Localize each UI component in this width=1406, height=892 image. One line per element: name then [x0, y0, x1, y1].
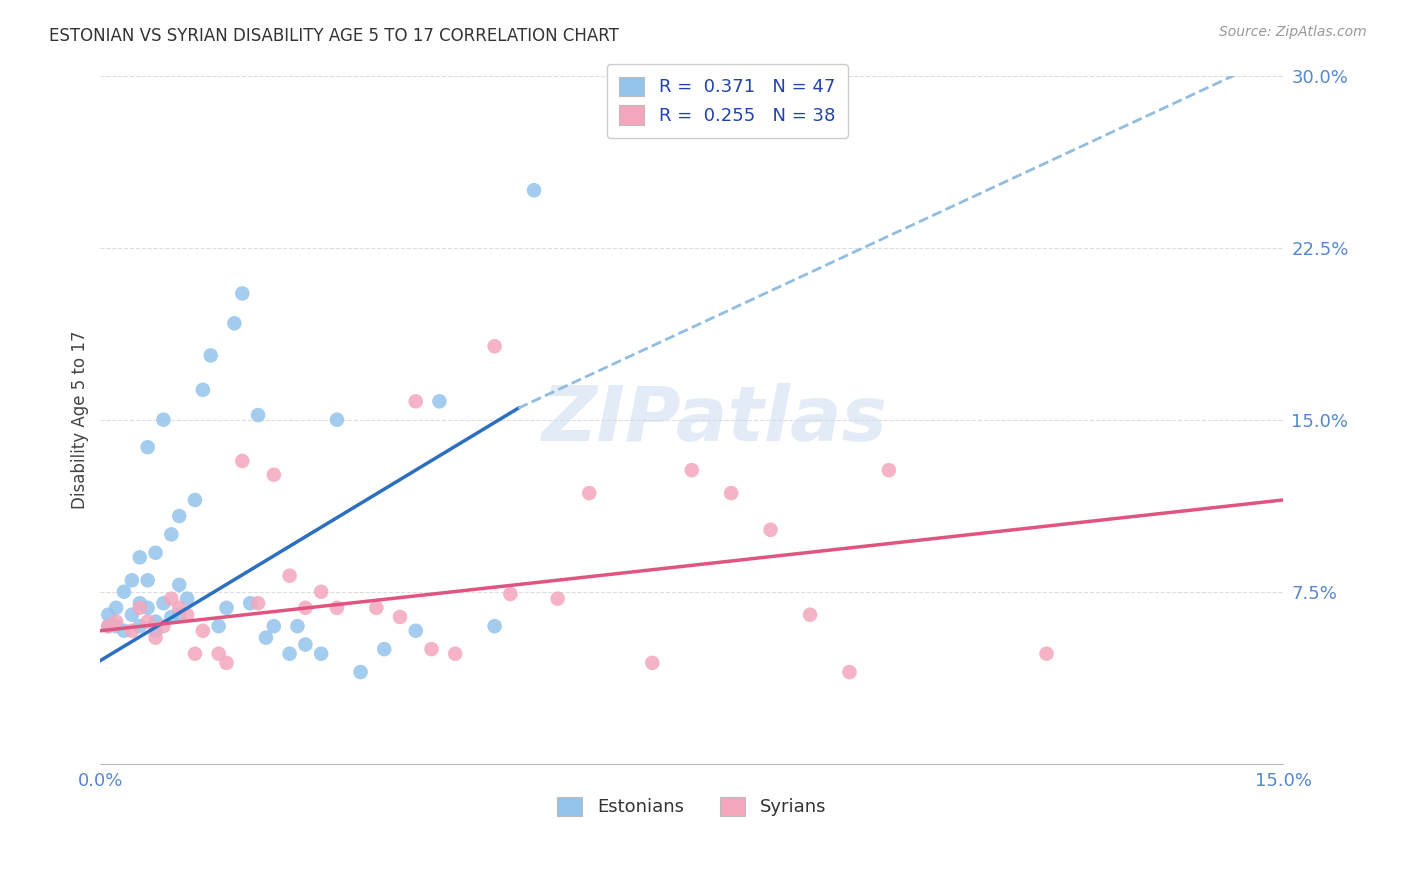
Point	[444, 647, 467, 661]
Point	[136, 600, 159, 615]
Point	[97, 607, 120, 622]
Point	[484, 619, 506, 633]
Point	[799, 607, 821, 622]
Point	[523, 183, 546, 197]
Point	[263, 619, 285, 633]
Point	[309, 584, 332, 599]
Point	[184, 493, 207, 508]
Point	[176, 591, 198, 606]
Point	[294, 600, 316, 615]
Point	[167, 607, 190, 622]
Point	[759, 523, 782, 537]
Point	[160, 610, 183, 624]
Text: Source: ZipAtlas.com: Source: ZipAtlas.com	[1219, 25, 1367, 39]
Point	[215, 656, 238, 670]
Point	[152, 412, 174, 426]
Point	[484, 339, 506, 353]
Point	[136, 440, 159, 454]
Point	[215, 600, 238, 615]
Point	[176, 607, 198, 622]
Y-axis label: Disability Age 5 to 17: Disability Age 5 to 17	[72, 330, 89, 509]
Point	[128, 596, 150, 610]
Point	[145, 546, 167, 560]
Point	[145, 624, 167, 638]
Point	[152, 619, 174, 633]
Point	[263, 467, 285, 482]
Point	[128, 550, 150, 565]
Point	[121, 574, 143, 588]
Point	[231, 286, 253, 301]
Point	[578, 486, 600, 500]
Text: ZIPatlas: ZIPatlas	[543, 383, 889, 457]
Point	[239, 596, 262, 610]
Point	[309, 647, 332, 661]
Point	[287, 619, 309, 633]
Point	[191, 624, 214, 638]
Point	[160, 591, 183, 606]
Point	[207, 619, 229, 633]
Point	[97, 619, 120, 633]
Point	[429, 394, 451, 409]
Point	[278, 568, 301, 582]
Point	[167, 600, 190, 615]
Point	[499, 587, 522, 601]
Point	[184, 647, 207, 661]
Point	[160, 527, 183, 541]
Point	[254, 631, 277, 645]
Point	[641, 656, 664, 670]
Point	[136, 615, 159, 629]
Point	[167, 509, 190, 524]
Point	[1035, 647, 1057, 661]
Point	[121, 607, 143, 622]
Point	[128, 619, 150, 633]
Point	[547, 591, 569, 606]
Legend: Estonians, Syrians: Estonians, Syrians	[550, 789, 834, 823]
Point	[405, 624, 427, 638]
Point	[128, 600, 150, 615]
Point	[405, 394, 427, 409]
Point	[207, 647, 229, 661]
Point	[326, 412, 349, 426]
Point	[388, 610, 411, 624]
Point	[136, 574, 159, 588]
Point	[420, 642, 443, 657]
Point	[247, 596, 270, 610]
Point	[152, 596, 174, 610]
Point	[247, 408, 270, 422]
Point	[105, 615, 128, 629]
Point	[167, 578, 190, 592]
Point	[105, 619, 128, 633]
Point	[294, 638, 316, 652]
Point	[112, 584, 135, 599]
Point	[121, 624, 143, 638]
Point	[145, 615, 167, 629]
Point	[145, 631, 167, 645]
Point	[326, 600, 349, 615]
Point	[373, 642, 395, 657]
Point	[105, 600, 128, 615]
Point	[877, 463, 900, 477]
Point	[720, 486, 742, 500]
Point	[366, 600, 388, 615]
Point	[349, 665, 371, 679]
Point	[838, 665, 860, 679]
Point	[191, 383, 214, 397]
Point	[112, 624, 135, 638]
Point	[681, 463, 703, 477]
Point	[278, 647, 301, 661]
Point	[97, 619, 120, 633]
Point	[200, 348, 222, 362]
Point	[224, 316, 246, 330]
Point	[231, 454, 253, 468]
Text: ESTONIAN VS SYRIAN DISABILITY AGE 5 TO 17 CORRELATION CHART: ESTONIAN VS SYRIAN DISABILITY AGE 5 TO 1…	[49, 27, 619, 45]
